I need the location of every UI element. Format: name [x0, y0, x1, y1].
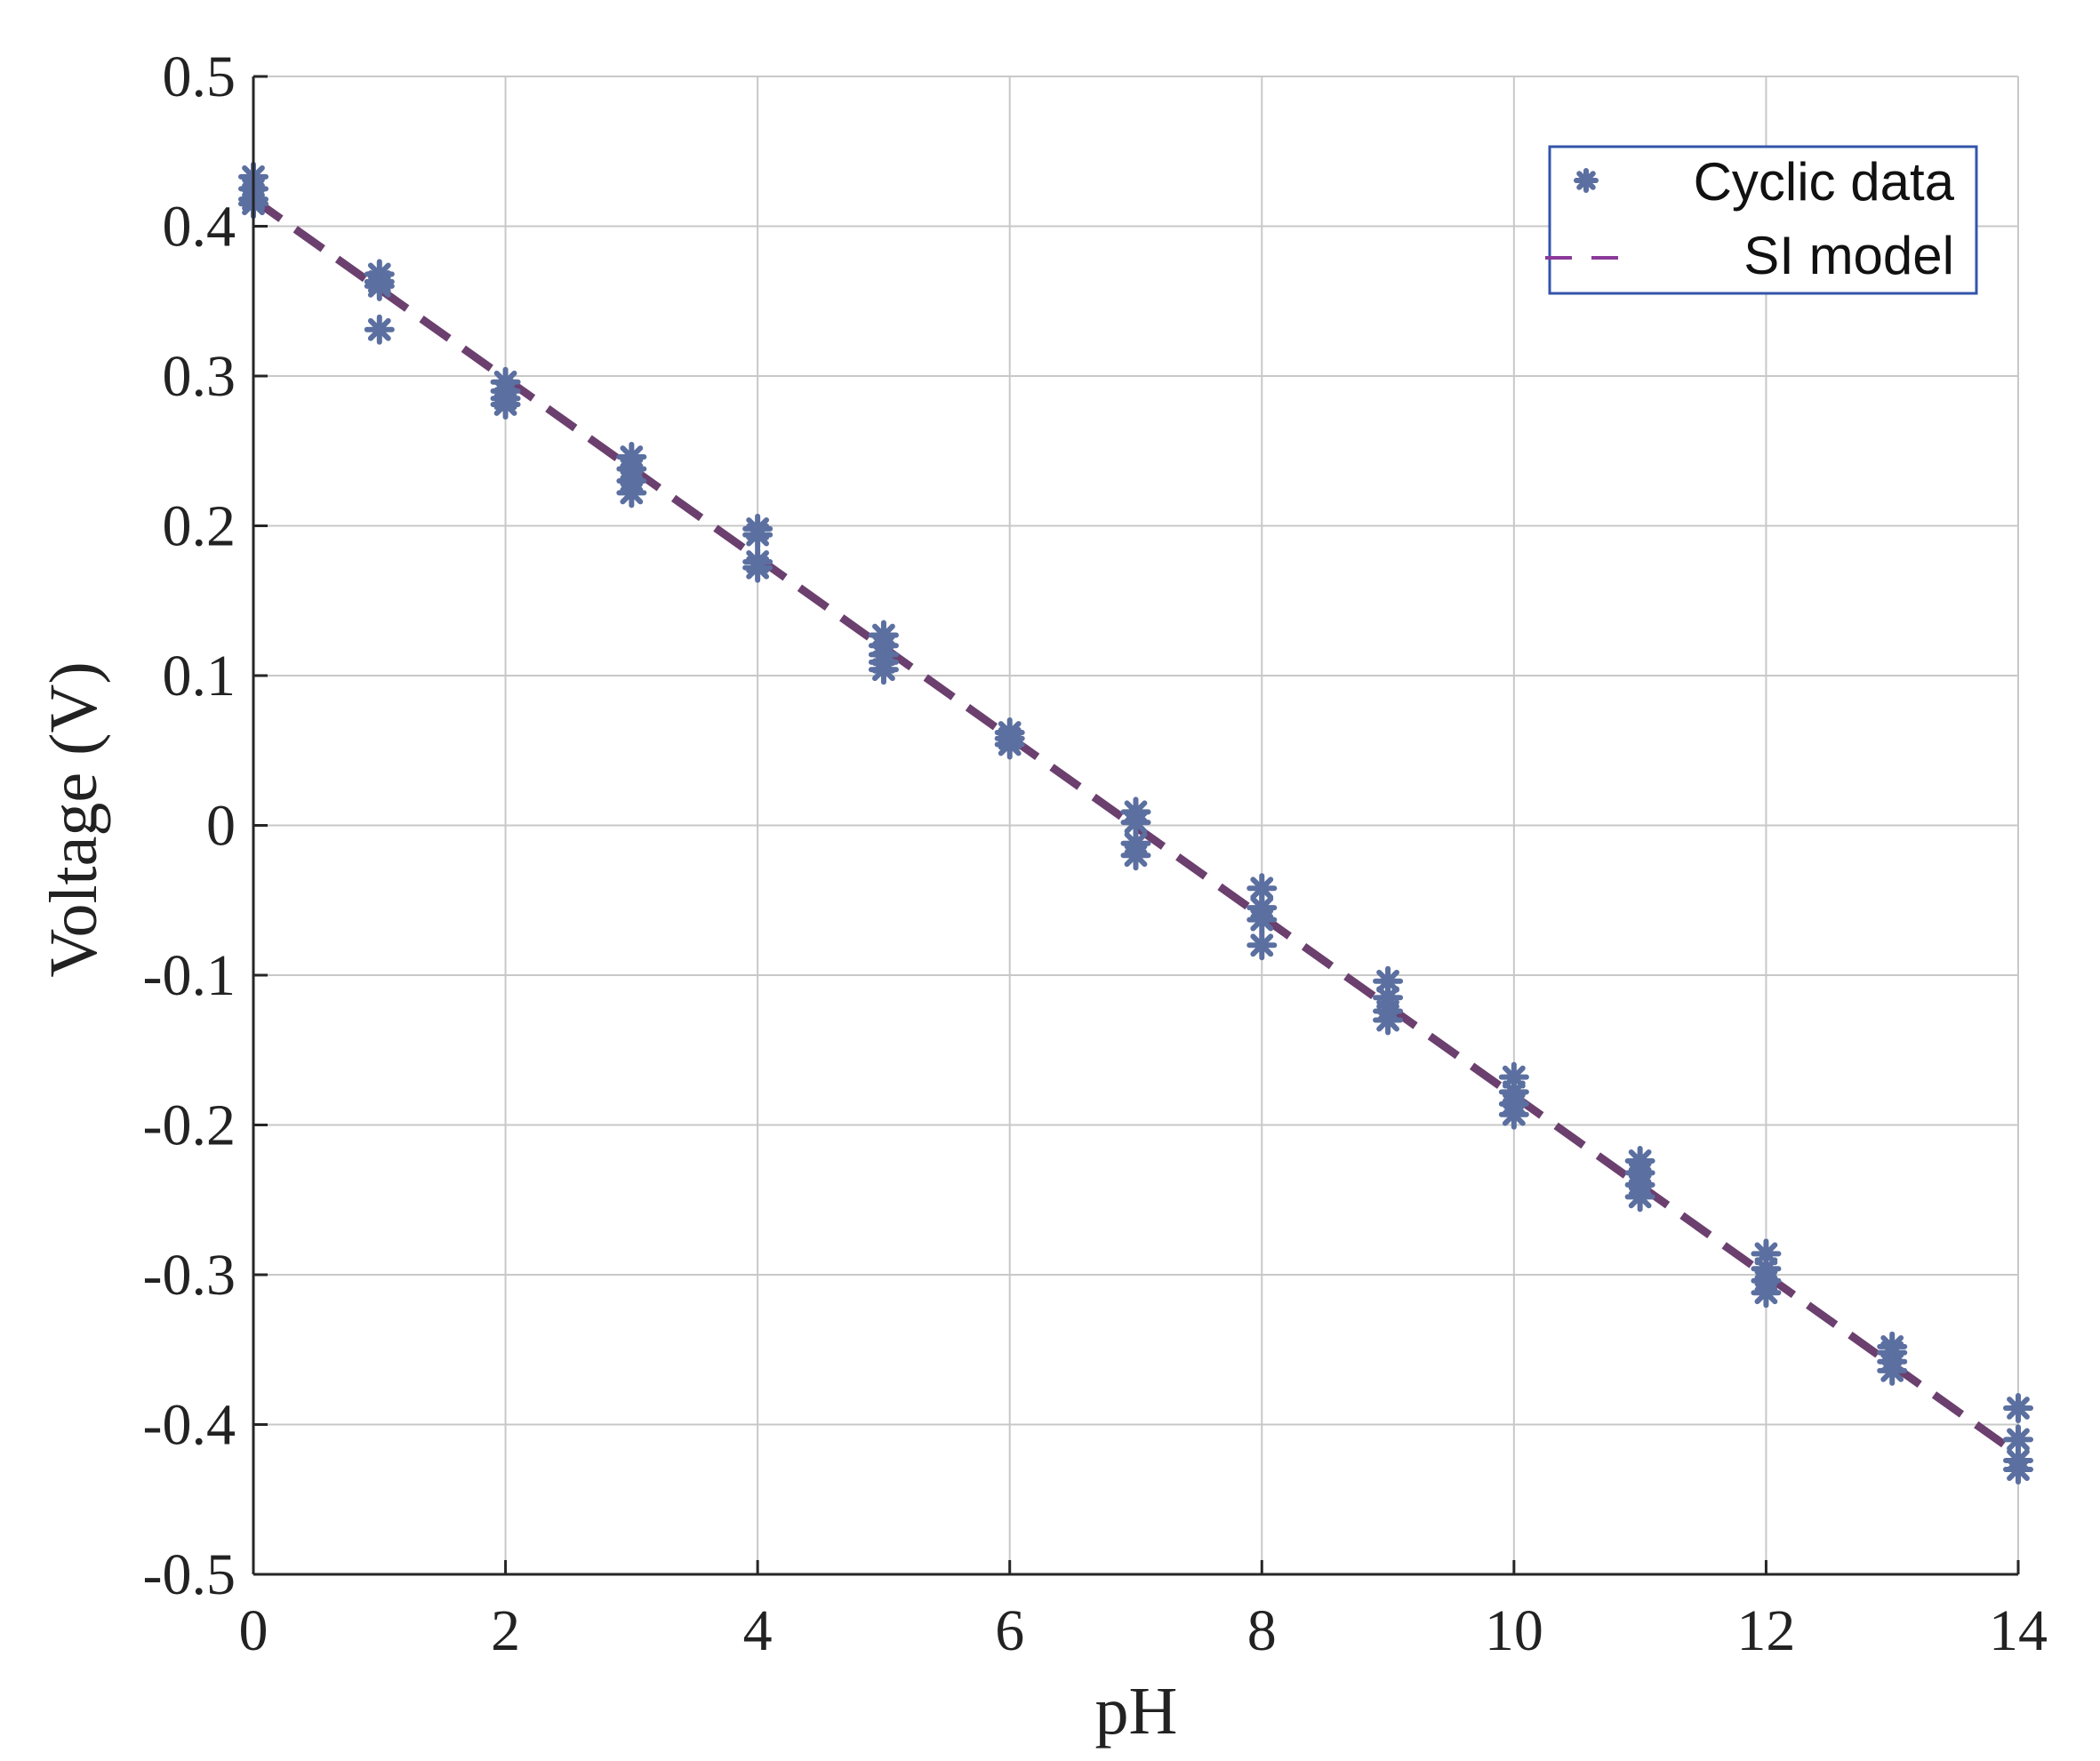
- y-tick-label: 0.5: [163, 44, 236, 109]
- data-point: [868, 654, 899, 685]
- legend-cyclic-data-label: Cyclic data: [1694, 152, 1955, 212]
- y-tick-label: -0.2: [143, 1093, 236, 1158]
- x-tick-label: 4: [743, 1598, 773, 1663]
- y-axis-label: Voltage (V): [36, 661, 111, 977]
- data-point: [1246, 930, 1278, 961]
- ticks: 0 2 4 6 8 10 12 14 0.5 0.4 0.3 0.2 0.1 0 -0.1 -0.2 -0.3 -…: [143, 44, 2048, 1663]
- legend-cyclic-data-marker: [1574, 168, 1599, 193]
- data-point: [742, 519, 773, 550]
- data-point: [364, 270, 395, 301]
- legend-asterisk-marker: [1574, 168, 1599, 193]
- x-tick-label: 6: [995, 1598, 1024, 1663]
- x-tick-label: 10: [1485, 1598, 1543, 1663]
- x-tick-label: 8: [1247, 1598, 1277, 1663]
- x-tick-label: 0: [239, 1598, 269, 1663]
- data-point: [1373, 1005, 1404, 1036]
- data-point: [490, 389, 521, 420]
- data-point: [1120, 840, 1151, 871]
- data-point: [616, 477, 647, 508]
- data-point: [994, 729, 1025, 760]
- data-point: [1246, 873, 1278, 904]
- data-point: [742, 552, 773, 583]
- data-point: [2003, 1392, 2033, 1423]
- x-tick-label: 14: [1989, 1598, 2048, 1663]
- data-point: [1246, 904, 1278, 935]
- y-tick-label: -0.5: [143, 1542, 236, 1607]
- x-axis-label: pH: [1095, 1674, 1178, 1749]
- data-point: [1877, 1355, 1908, 1386]
- legend-si-model-label: SI model: [1743, 226, 1954, 285]
- y-tick-label: 0: [206, 794, 236, 859]
- cyclic-data-points: [238, 161, 2033, 1485]
- y-tick-label: 0.1: [163, 644, 236, 708]
- data-point: [1624, 1181, 1655, 1213]
- data-point: [1751, 1277, 1782, 1309]
- y-tick-label: -0.4: [143, 1393, 236, 1458]
- y-tick-label: 0.3: [163, 344, 236, 409]
- x-tick-label: 12: [1736, 1598, 1795, 1663]
- legend: Cyclic data SI model: [1545, 145, 1978, 295]
- y-tick-label: 0.2: [163, 494, 236, 559]
- y-tick-label: -0.3: [143, 1243, 236, 1308]
- data-point: [1498, 1099, 1529, 1130]
- data-point: [2003, 1454, 2033, 1485]
- x-tick-label: 2: [491, 1598, 520, 1663]
- y-tick-label: -0.1: [143, 943, 236, 1008]
- data-point: [364, 314, 395, 345]
- legend-box: [1548, 145, 1978, 295]
- y-tick-label: 0.4: [163, 195, 236, 260]
